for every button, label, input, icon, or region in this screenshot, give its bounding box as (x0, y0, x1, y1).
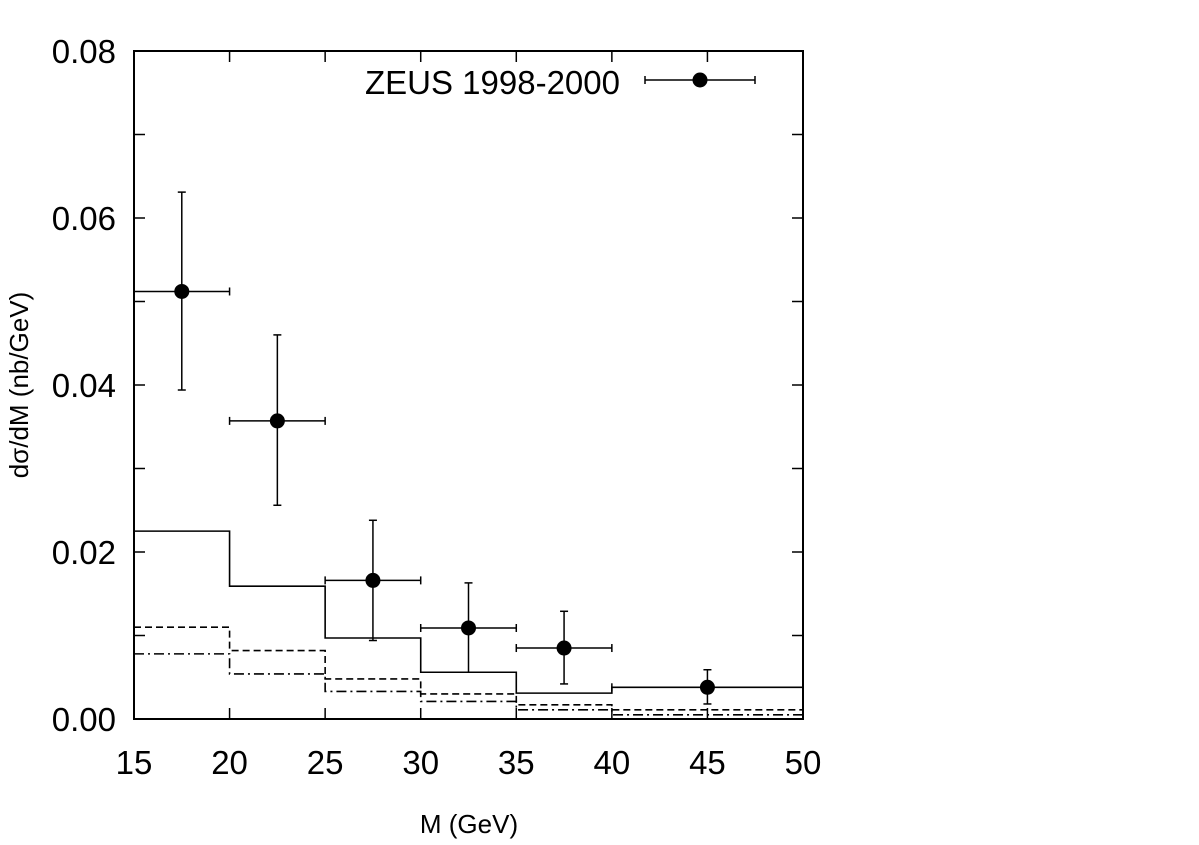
marker (269, 413, 285, 429)
y-tick-label: 0.06 (52, 200, 116, 237)
y-tick-label: 0.08 (52, 33, 116, 70)
legend-marker (692, 72, 708, 88)
data-point (133, 191, 231, 391)
data-point (515, 610, 613, 685)
x-tick-label: 35 (498, 744, 535, 781)
x-axis-title: M (GeV) (420, 809, 518, 839)
data-point (611, 668, 804, 705)
x-tick-label: 40 (593, 744, 630, 781)
data-point (324, 519, 422, 642)
x-axis-ticks: 15 20 25 30 35 40 45 50 (116, 51, 822, 781)
data-point (228, 334, 326, 506)
histogram-dashed (134, 626, 803, 711)
x-tick-label: 25 (307, 744, 344, 781)
y-axis-ticks: 0.00 0.02 0.04 0.06 0.08 (52, 33, 803, 738)
y-tick-label: 0.02 (52, 534, 116, 571)
y-tick-label: 0.00 (52, 701, 116, 738)
marker (461, 620, 476, 636)
x-tick-label: 30 (402, 744, 439, 781)
legend-label: ZEUS 1998-2000 (365, 64, 620, 101)
y-tick-label: 0.04 (52, 367, 116, 404)
y-axis-title: dσ/dM (nb/GeV) (4, 292, 34, 479)
legend: ZEUS 1998-2000 (365, 64, 756, 101)
marker (556, 640, 572, 656)
x-tick-label: 50 (785, 744, 822, 781)
x-tick-label: 20 (211, 744, 248, 781)
x-tick-label: 45 (689, 744, 726, 781)
marker (365, 572, 381, 588)
histogram-solid (134, 530, 803, 694)
data-point (419, 582, 518, 673)
data-points (133, 191, 804, 705)
x-tick-label: 15 (116, 744, 153, 781)
marker (699, 679, 715, 695)
marker (174, 283, 190, 299)
